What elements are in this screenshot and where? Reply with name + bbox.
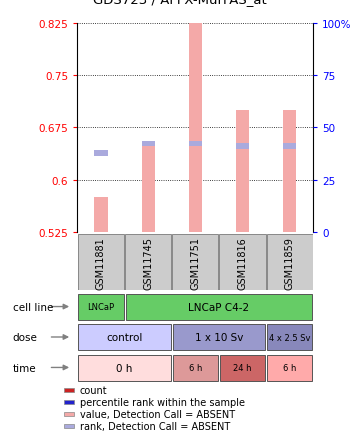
Bar <box>236 144 249 150</box>
Bar <box>141 142 155 232</box>
Bar <box>94 151 108 157</box>
Text: 6 h: 6 h <box>189 363 202 372</box>
Text: GSM11745: GSM11745 <box>143 236 153 289</box>
Text: 6 h: 6 h <box>283 363 296 372</box>
Text: LNCaP: LNCaP <box>87 302 114 312</box>
Bar <box>126 294 312 320</box>
Text: GSM11881: GSM11881 <box>96 236 106 289</box>
Text: 0 h: 0 h <box>116 363 133 373</box>
Bar <box>64 388 74 392</box>
Bar <box>189 24 202 232</box>
Bar <box>267 325 312 350</box>
Bar <box>267 355 312 381</box>
Text: value, Detection Call = ABSENT: value, Detection Call = ABSENT <box>80 409 235 419</box>
Bar <box>78 325 171 350</box>
Text: 1 x 10 Sv: 1 x 10 Sv <box>195 332 243 342</box>
Text: GSM11816: GSM11816 <box>238 236 247 289</box>
Bar <box>189 141 202 147</box>
Text: LNCaP C4-2: LNCaP C4-2 <box>188 302 249 312</box>
Bar <box>64 400 74 404</box>
Bar <box>94 197 108 232</box>
Bar <box>64 424 74 427</box>
Bar <box>219 235 266 290</box>
Text: 24 h: 24 h <box>233 363 252 372</box>
Bar <box>78 294 123 320</box>
Bar <box>173 355 218 381</box>
Text: dose: dose <box>13 332 37 342</box>
Text: time: time <box>13 363 36 373</box>
Bar <box>283 111 296 232</box>
Bar <box>173 325 265 350</box>
Bar <box>283 144 296 150</box>
Text: percentile rank within the sample: percentile rank within the sample <box>80 397 245 407</box>
Text: rank, Detection Call = ABSENT: rank, Detection Call = ABSENT <box>80 421 230 431</box>
Bar <box>125 235 171 290</box>
Text: control: control <box>106 332 143 342</box>
Bar <box>266 235 313 290</box>
Bar <box>172 235 219 290</box>
Bar <box>64 412 74 416</box>
Bar <box>236 111 249 232</box>
Bar <box>220 355 265 381</box>
Text: count: count <box>80 385 107 395</box>
Text: GDS723 / AFFX-MurFAS_at: GDS723 / AFFX-MurFAS_at <box>93 0 267 7</box>
Text: GSM11859: GSM11859 <box>285 236 294 289</box>
Text: 4 x 2.5 Sv: 4 x 2.5 Sv <box>269 333 310 342</box>
Bar <box>78 235 124 290</box>
Bar <box>141 141 155 147</box>
Bar <box>78 355 171 381</box>
Text: GSM11751: GSM11751 <box>190 236 200 289</box>
Text: cell line: cell line <box>13 302 53 312</box>
